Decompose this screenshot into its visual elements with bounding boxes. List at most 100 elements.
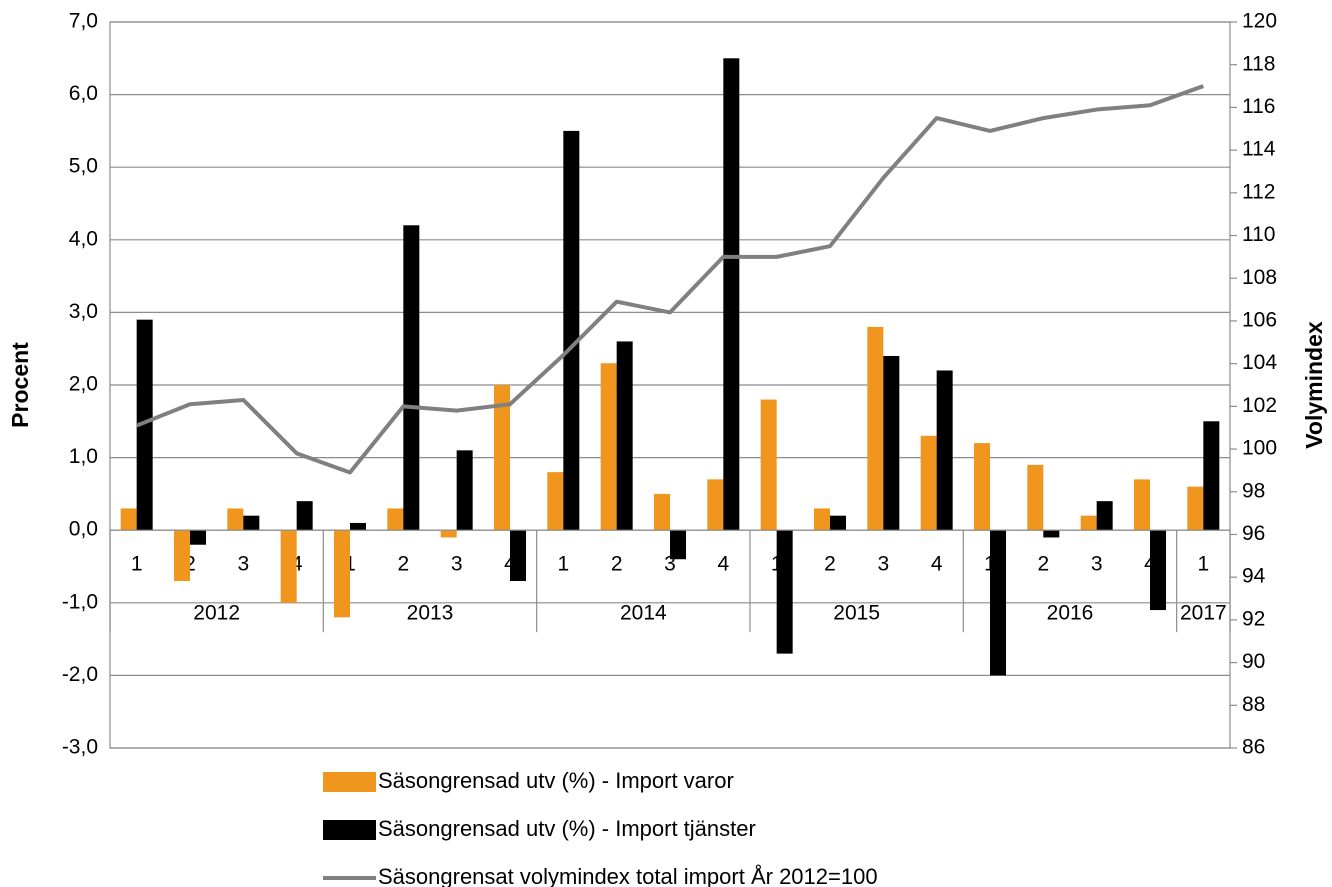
y2-tick-label: 118 <box>1242 52 1275 75</box>
bar <box>600 363 617 531</box>
bar <box>974 443 990 531</box>
bar <box>510 530 526 582</box>
y2-tick-label: 98 <box>1242 479 1265 502</box>
x-tick-label: 3 <box>664 553 676 576</box>
y2-tick-label: 88 <box>1242 693 1265 716</box>
bar <box>190 530 206 545</box>
x-tick-label: 2 <box>611 553 623 576</box>
bar <box>350 522 366 531</box>
bar <box>920 435 937 531</box>
bar <box>494 385 510 531</box>
y-tick-label: 3,0 <box>69 300 98 323</box>
y2-tick-label: 100 <box>1242 437 1277 460</box>
y2-tick-label: 92 <box>1242 607 1265 630</box>
bar <box>776 530 793 654</box>
bar <box>1043 530 1060 538</box>
x-tick-label: 2 <box>824 553 836 576</box>
x-tick-label: 3 <box>451 553 463 576</box>
bar <box>990 530 1006 676</box>
y-tick-label: 1,0 <box>69 445 98 468</box>
x-tick-label: 1 <box>131 553 143 576</box>
y-axis-title: Procent <box>7 342 33 428</box>
x-tick-label: 1 <box>557 553 569 576</box>
y2-tick-label: 108 <box>1242 266 1277 289</box>
bar <box>334 530 350 618</box>
y-tick-label: 2,0 <box>69 373 98 396</box>
y2-tick-label: 106 <box>1242 308 1277 331</box>
y2-tick-label: 96 <box>1242 522 1265 545</box>
bar <box>1203 421 1220 531</box>
bar <box>1134 479 1150 531</box>
group-label: 2015 <box>833 602 880 625</box>
group-label: 2014 <box>620 602 667 625</box>
bar <box>280 530 297 603</box>
legend-swatch <box>323 772 376 792</box>
y2-tick-label: 110 <box>1242 223 1275 246</box>
bar <box>814 508 830 531</box>
bar <box>174 530 190 582</box>
y-tick-label: 0,0 <box>69 518 98 541</box>
x-tick-label: 2 <box>397 553 409 576</box>
group-label: 2012 <box>193 602 240 625</box>
bar <box>120 508 137 531</box>
bar <box>723 58 740 531</box>
legend-label: Säsongrensat volymindex total import År … <box>378 864 878 887</box>
bar <box>440 530 457 538</box>
group-label: 2016 <box>1047 602 1094 625</box>
bar <box>547 472 564 531</box>
y-tick-label: -2,0 <box>62 663 98 686</box>
bar <box>654 493 670 531</box>
bar <box>1150 530 1166 611</box>
y2-tick-label: 94 <box>1242 565 1266 588</box>
y-tick-label: 5,0 <box>69 155 98 178</box>
bar <box>670 530 686 560</box>
x-tick-label: 1 <box>1197 553 1209 576</box>
y2-tick-label: 116 <box>1242 95 1275 118</box>
y2-tick-label: 102 <box>1242 394 1277 417</box>
y-tick-label: -1,0 <box>62 590 98 613</box>
bar <box>883 355 900 531</box>
x-tick-label: 3 <box>237 553 249 576</box>
line <box>135 84 1205 475</box>
bar <box>616 341 633 531</box>
group-label: 2013 <box>407 602 454 625</box>
y-tick-label: 7,0 <box>69 10 98 33</box>
x-tick-label: 4 <box>931 553 943 576</box>
bar <box>387 508 404 531</box>
bar <box>243 515 260 531</box>
bar <box>1080 515 1097 531</box>
y2-tick-label: 104 <box>1242 351 1277 374</box>
y2-tick-label: 112 <box>1242 180 1275 203</box>
bar <box>296 501 313 531</box>
bar <box>760 399 777 531</box>
bar <box>707 479 724 531</box>
legend-label: Säsongrensad utv (%) - Import varor <box>378 768 734 793</box>
bar <box>563 130 580 531</box>
bar <box>227 508 244 531</box>
bar <box>1187 486 1204 531</box>
y-tick-label: 6,0 <box>69 82 98 105</box>
x-tick-label: 3 <box>1091 553 1103 576</box>
y2-tick-label: 120 <box>1242 10 1277 33</box>
bar <box>867 326 884 531</box>
bar <box>1027 464 1044 531</box>
x-tick-label: 4 <box>717 553 729 576</box>
bar <box>936 370 953 531</box>
x-tick-label: 2 <box>1037 553 1049 576</box>
y2-axis-title: Volymindex <box>1301 321 1327 449</box>
y2-tick-label: 90 <box>1242 650 1265 673</box>
legend-label: Säsongrensad utv (%) - Import tjänster <box>378 816 756 841</box>
y-tick-label: -3,0 <box>62 736 98 759</box>
y2-tick-label: 114 <box>1242 138 1276 161</box>
x-tick-label: 3 <box>877 553 889 576</box>
plot-border <box>109 21 1231 749</box>
bar <box>136 319 153 531</box>
bar <box>456 450 473 531</box>
bar <box>830 515 846 531</box>
y-tick-label: 4,0 <box>69 227 98 250</box>
y2-tick-label: 86 <box>1242 736 1265 759</box>
group-label: 2017 <box>1180 602 1227 625</box>
bar <box>403 225 420 531</box>
bar <box>1096 501 1113 531</box>
